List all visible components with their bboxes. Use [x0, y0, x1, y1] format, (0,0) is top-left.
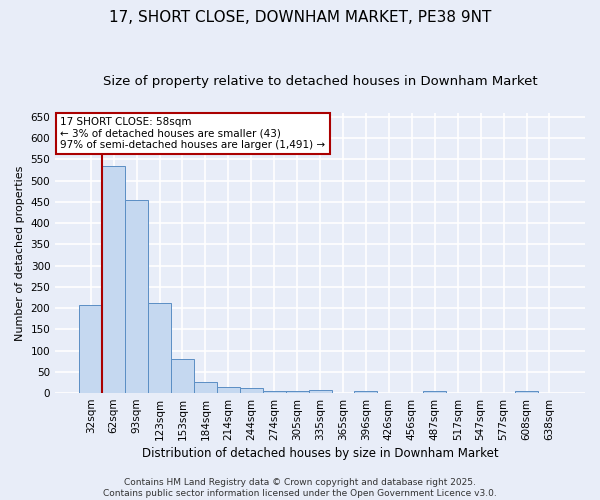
- Text: Contains HM Land Registry data © Crown copyright and database right 2025.
Contai: Contains HM Land Registry data © Crown c…: [103, 478, 497, 498]
- Bar: [515, 391, 538, 393]
- Bar: [79, 304, 102, 393]
- Y-axis label: Number of detached properties: Number of detached properties: [15, 165, 25, 340]
- Bar: [240, 388, 263, 393]
- Bar: [355, 392, 377, 393]
- Bar: [171, 359, 194, 393]
- Bar: [194, 382, 217, 393]
- Text: 17, SHORT CLOSE, DOWNHAM MARKET, PE38 9NT: 17, SHORT CLOSE, DOWNHAM MARKET, PE38 9N…: [109, 10, 491, 25]
- Bar: [125, 200, 148, 393]
- X-axis label: Distribution of detached houses by size in Downham Market: Distribution of detached houses by size …: [142, 447, 499, 460]
- Text: 17 SHORT CLOSE: 58sqm
← 3% of detached houses are smaller (43)
97% of semi-detac: 17 SHORT CLOSE: 58sqm ← 3% of detached h…: [61, 117, 326, 150]
- Bar: [102, 166, 125, 393]
- Bar: [263, 391, 286, 393]
- Bar: [148, 303, 171, 393]
- Title: Size of property relative to detached houses in Downham Market: Size of property relative to detached ho…: [103, 75, 538, 88]
- Bar: [423, 391, 446, 393]
- Bar: [286, 391, 308, 393]
- Bar: [308, 390, 332, 393]
- Bar: [217, 387, 240, 393]
